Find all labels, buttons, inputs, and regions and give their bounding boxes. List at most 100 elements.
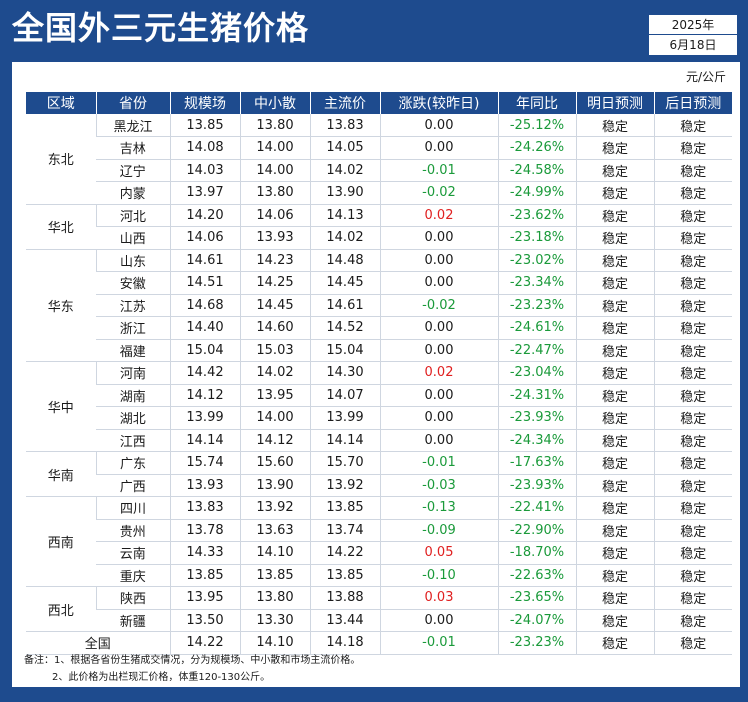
table-cell: 稳定 — [575, 564, 654, 587]
table-row: 浙江 14.40 14.60 14.52 0.00 -24.61% 稳定 稳定 — [26, 316, 732, 340]
table-cell: -24.34% — [497, 429, 576, 452]
table-cell: -0.03 — [379, 474, 498, 497]
table-cell: 14.00 — [239, 406, 310, 430]
table-cell: 稳定 — [575, 429, 654, 452]
table-cell: 14.14 — [309, 429, 380, 452]
date-day: 6月18日 — [669, 38, 717, 52]
table-cell: 14.23 — [239, 249, 310, 272]
table-cell: 稳定 — [653, 226, 732, 250]
table-cell: 14.20 — [169, 204, 240, 227]
table-row: 湖北 13.99 14.00 13.99 0.00 -23.93% 稳定 稳定 — [26, 406, 732, 430]
table-cell: 稳定 — [575, 631, 654, 655]
column-header: 区域 — [26, 92, 96, 114]
table-cell: 吉林 — [96, 136, 170, 160]
table-cell: 0.05 — [379, 541, 498, 565]
table-cell: 13.88 — [309, 586, 380, 610]
table-cell: 重庆 — [96, 564, 170, 587]
table-cell: 稳定 — [575, 249, 654, 272]
table-cell: 云南 — [96, 541, 170, 565]
table-cell: 15.04 — [169, 339, 240, 362]
table-cell: 14.05 — [309, 136, 380, 160]
table-cell: -24.07% — [497, 609, 576, 632]
region-cell: 华中 — [26, 361, 96, 452]
table-cell: 稳定 — [653, 429, 732, 452]
national-row: 全国 14.22 14.10 14.18 -0.01 -23.23% 稳定 稳定 — [26, 631, 732, 655]
table-cell: 稳定 — [575, 586, 654, 610]
region-cell: 东北 — [26, 114, 96, 205]
table-cell: 14.51 — [169, 271, 240, 295]
table-cell: 稳定 — [653, 474, 732, 497]
table-cell: 稳定 — [653, 294, 732, 317]
table-cell: -18.70% — [497, 541, 576, 565]
table-row: 江苏 14.68 14.45 14.61 -0.02 -23.23% 稳定 稳定 — [26, 294, 732, 317]
table-cell: 13.80 — [239, 586, 310, 610]
table-row: 西南 四川 13.83 13.92 13.85 -0.13 -22.41% 稳定 稳定 — [26, 496, 732, 587]
table-cell: -23.02% — [497, 249, 576, 272]
table-cell: 14.00 — [239, 159, 310, 182]
table-row: 安徽 14.51 14.25 14.45 0.00 -23.34% 稳定 稳定 — [26, 271, 732, 295]
table-cell: 13.80 — [239, 181, 310, 205]
table-cell: 湖南 — [96, 384, 170, 407]
table-cell: 14.40 — [169, 316, 240, 340]
table-cell: 稳定 — [575, 204, 654, 227]
table-cell: 13.85 — [169, 114, 240, 137]
table-cell: -24.26% — [497, 136, 576, 160]
table-cell: -24.31% — [497, 384, 576, 407]
table-cell: 13.90 — [239, 474, 310, 497]
column-header: 涨跌(较昨日) — [379, 92, 498, 114]
table-cell: -0.01 — [379, 631, 498, 655]
table-cell: -0.10 — [379, 564, 498, 587]
table-header-row: 区域 省份 规模场 中小散 主流价 涨跌(较昨日) 年同比 明日预测 后日预测 — [26, 92, 732, 114]
table-cell: 0.00 — [379, 114, 498, 137]
column-header: 后日预测 — [653, 92, 732, 114]
table-row: 广西 13.93 13.90 13.92 -0.03 -23.93% 稳定 稳定 — [26, 474, 732, 497]
table-cell: 14.00 — [239, 136, 310, 160]
national-label: 全国 — [26, 631, 170, 655]
table-cell: 广西 — [96, 474, 170, 497]
table-cell: 15.70 — [309, 451, 380, 475]
table-cell: 14.08 — [169, 136, 240, 160]
table-cell: 江西 — [96, 429, 170, 452]
table-cell: 河北 — [95, 204, 170, 227]
table-row: 西北 陕西 13.95 13.80 13.88 0.03 -23.65% 稳定 稳定 — [26, 586, 732, 632]
table-cell: 14.10 — [239, 541, 310, 565]
table-cell: 15.04 — [309, 339, 380, 362]
region-cell: 华北 — [26, 204, 96, 250]
table-cell: 稳定 — [653, 114, 732, 137]
table-cell: 稳定 — [575, 361, 654, 385]
table-cell: 14.18 — [309, 631, 380, 655]
table-cell: 贵州 — [96, 519, 170, 542]
table-cell: 0.00 — [379, 249, 498, 272]
table-cell: 13.44 — [309, 609, 380, 632]
table-cell: 15.74 — [169, 451, 240, 475]
table-cell: -24.61% — [497, 316, 576, 340]
table-cell: 稳定 — [575, 451, 654, 475]
table-cell: -0.01 — [379, 451, 498, 475]
table-cell: 13.92 — [239, 496, 310, 520]
table-cell: 14.25 — [239, 271, 310, 295]
table-cell: 14.10 — [239, 631, 310, 655]
table-cell: 广东 — [95, 451, 170, 475]
table-cell: 14.68 — [169, 294, 240, 317]
table-cell: -0.13 — [379, 496, 498, 520]
table-cell: 13.95 — [239, 384, 310, 407]
column-header: 省份 — [95, 92, 170, 114]
table-cell: 稳定 — [575, 136, 654, 160]
table-cell: 14.60 — [239, 316, 310, 340]
table-cell: 稳定 — [575, 316, 654, 340]
table-cell: 稳定 — [575, 519, 654, 542]
table-row: 吉林 14.08 14.00 14.05 0.00 -24.26% 稳定 稳定 — [26, 136, 732, 160]
table-cell: 稳定 — [575, 159, 654, 182]
table-cell: 稳定 — [575, 406, 654, 430]
table-cell: 稳定 — [575, 384, 654, 407]
table-cell: -22.90% — [497, 519, 576, 542]
table-cell: 13.99 — [169, 406, 240, 430]
table-cell: 黑龙江 — [95, 114, 170, 137]
table-cell: 0.03 — [379, 586, 498, 610]
table-cell: -23.18% — [497, 226, 576, 250]
table-cell: 安徽 — [96, 271, 170, 295]
table-cell: 13.92 — [309, 474, 380, 497]
table-cell: 稳定 — [653, 204, 732, 227]
table-row: 华中 河南 14.42 14.02 14.30 0.02 -23.04% 稳定 稳定 — [26, 361, 732, 452]
table-cell: 13.90 — [309, 181, 380, 205]
